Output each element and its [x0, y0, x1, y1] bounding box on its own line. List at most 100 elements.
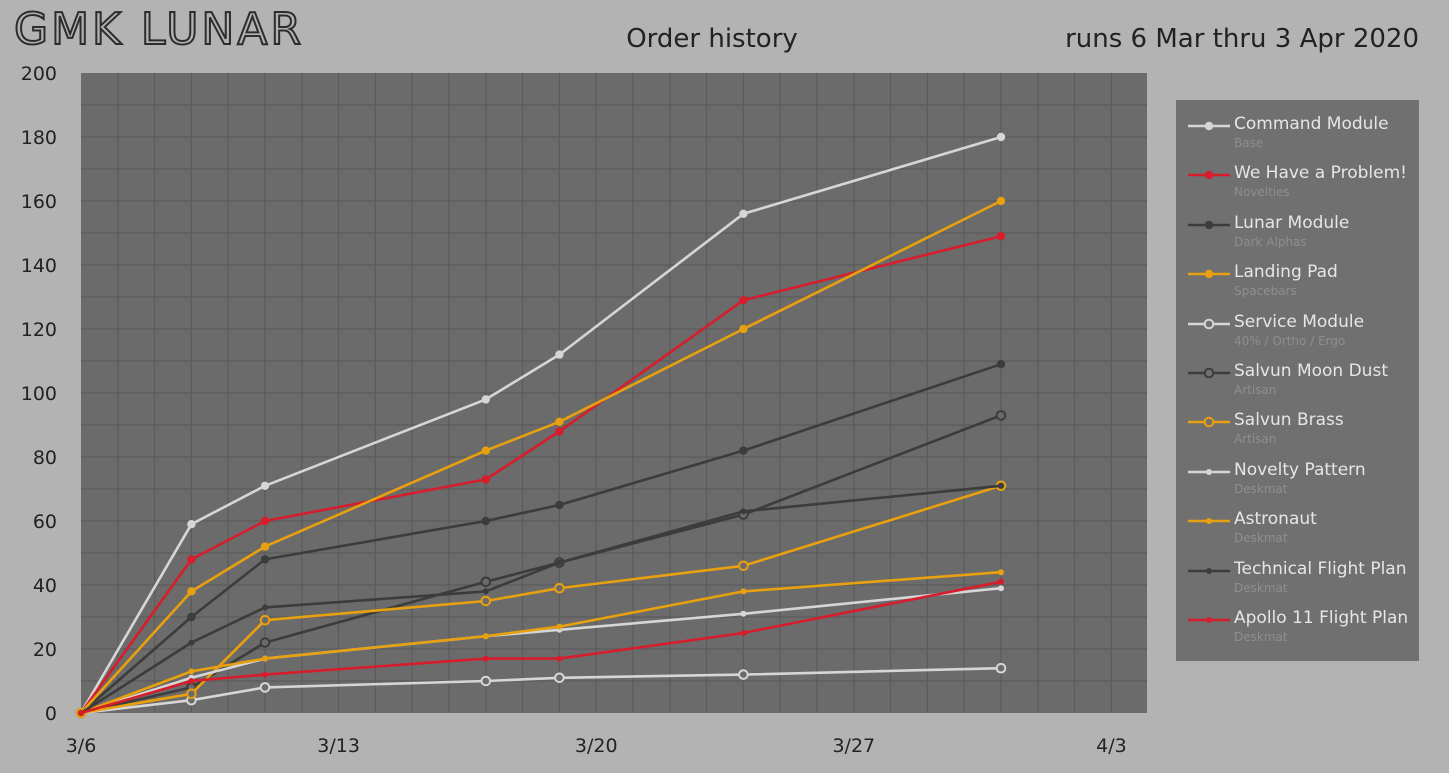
- legend-item: Landing Pad Spacebars: [1176, 262, 1419, 308]
- legend-series-name: Salvun Moon Dust: [1234, 361, 1388, 381]
- legend-item: Novelty Pattern Deskmat: [1176, 460, 1419, 506]
- legend-item: Salvun Moon Dust Artisan: [1176, 361, 1419, 407]
- y-tick-label: 120: [21, 319, 57, 341]
- legend-swatch-marker: [1206, 567, 1212, 574]
- legend-series-category: Deskmat: [1234, 630, 1288, 644]
- legend-swatch-marker: [1204, 121, 1214, 131]
- data-point-apollo-11-flight-plan: [482, 655, 489, 662]
- legend-swatch: [1188, 318, 1230, 329]
- data-point-apollo-11-flight-plan: [262, 671, 268, 678]
- y-tick-label: 20: [33, 639, 57, 661]
- legend-series-name: Landing Pad: [1234, 262, 1338, 283]
- data-point-lunar-module: [739, 446, 748, 455]
- data-point-apollo-11-flight-plan: [188, 678, 195, 684]
- data-point-astronaut: [998, 569, 1004, 576]
- data-point-technical-flight-plan: [188, 639, 195, 646]
- y-tick-label: 60: [33, 511, 57, 533]
- legend-swatch-marker: [1203, 367, 1215, 379]
- data-point-technical-flight-plan: [482, 588, 489, 595]
- data-point-command-module: [996, 132, 1006, 142]
- data-point-astronaut: [740, 588, 747, 595]
- y-tick-label: 0: [45, 703, 57, 725]
- legend-swatch-marker: [1204, 220, 1214, 229]
- legend-swatch: [1188, 468, 1230, 475]
- x-tick-label: 3/27: [832, 735, 875, 757]
- data-point-service-module: [480, 675, 492, 687]
- data-point-we-have-a-problem: [481, 475, 490, 484]
- legend-series-name: Technical Flight Plan: [1234, 558, 1407, 579]
- data-point-command-module: [187, 520, 196, 529]
- legend-swatch-marker: [1206, 518, 1212, 525]
- data-point-apollo-11-flight-plan: [556, 655, 563, 662]
- legend-swatch: [1188, 617, 1230, 623]
- legend-item: Salvun Brass Artisan: [1176, 410, 1419, 456]
- legend-series-name: Command Module: [1234, 114, 1389, 134]
- data-point-landing-pad: [996, 196, 1006, 206]
- legend-swatch: [1188, 269, 1230, 279]
- legend-item: Astronaut Deskmat: [1176, 509, 1419, 555]
- data-point-technical-flight-plan: [556, 559, 563, 566]
- legend-swatch: [1188, 417, 1230, 428]
- legend-series-name: Astronaut: [1234, 509, 1317, 530]
- legend-series-name: We Have a Problem!: [1234, 163, 1407, 184]
- data-point-salvun-moon-dust: [480, 576, 492, 588]
- data-point-lunar-module: [187, 612, 196, 622]
- data-point-we-have-a-problem: [260, 516, 270, 526]
- data-point-astronaut: [262, 655, 268, 662]
- x-tick-label: 3/6: [66, 735, 97, 757]
- y-tick-label: 140: [21, 255, 57, 277]
- x-tick-label: 3/13: [317, 735, 360, 757]
- legend-swatch-marker: [1204, 171, 1214, 180]
- legend-item: We Have a Problem! Novelties: [1176, 163, 1419, 209]
- legend-item: Technical Flight Plan Deskmat: [1176, 559, 1419, 605]
- legend-swatch-marker: [1206, 468, 1212, 475]
- legend-swatch-marker: [1204, 269, 1214, 279]
- data-point-service-module: [259, 682, 271, 693]
- x-tick-label: 3/20: [575, 735, 618, 757]
- data-point-lunar-module: [555, 500, 564, 510]
- legend-series-name: Apollo 11 Flight Plan: [1234, 608, 1409, 628]
- legend-series-category: Artisan: [1234, 432, 1277, 447]
- data-point-apollo-11-flight-plan: [740, 630, 747, 636]
- data-point-salvun-moon-dust: [995, 410, 1007, 421]
- x-tick-label: 4/3: [1096, 735, 1127, 757]
- data-point-we-have-a-problem: [555, 427, 564, 436]
- legend-series-category: Deskmat: [1234, 580, 1288, 595]
- run-dates: runs 6 Mar thru 3 Apr 2020: [1065, 24, 1419, 54]
- y-tick-label: 160: [21, 191, 57, 213]
- legend-series-category: Novelties: [1234, 185, 1290, 200]
- data-point-salvun-brass: [480, 595, 492, 607]
- data-point-technical-flight-plan: [998, 482, 1004, 489]
- data-point-technical-flight-plan: [262, 604, 268, 611]
- data-point-astronaut: [482, 633, 489, 640]
- data-point-apollo-11-flight-plan: [998, 578, 1004, 585]
- data-point-service-module: [554, 672, 565, 684]
- legend-item: Command Module Base: [1176, 114, 1419, 160]
- y-tick-label: 80: [33, 447, 57, 469]
- data-point-command-module: [555, 350, 564, 359]
- data-point-we-have-a-problem: [187, 555, 196, 564]
- legend-item: Service Module 40% / Ortho / Ergo: [1176, 312, 1419, 358]
- legend-swatch-marker: [1203, 318, 1215, 329]
- data-point-command-module: [739, 209, 748, 218]
- data-point-landing-pad: [481, 446, 490, 455]
- data-point-astronaut: [556, 623, 563, 630]
- data-point-we-have-a-problem: [739, 296, 748, 305]
- legend-series-name: Lunar Module: [1234, 212, 1350, 233]
- legend-swatch: [1188, 121, 1230, 131]
- data-point-landing-pad: [739, 324, 748, 334]
- data-point-salvun-brass: [738, 560, 749, 572]
- y-tick-label: 200: [21, 63, 57, 85]
- legend-series-name: Novelty Pattern: [1234, 459, 1366, 480]
- legend-swatch: [1188, 518, 1230, 525]
- data-point-salvun-brass: [186, 688, 197, 700]
- legend-series-category: Base: [1234, 136, 1264, 150]
- legend-swatch-marker: [1203, 417, 1215, 428]
- data-point-lunar-module: [996, 360, 1006, 369]
- legend-series-name: Salvun Brass: [1234, 410, 1344, 431]
- legend-item: Lunar Module Dark Alphas: [1176, 213, 1419, 259]
- legend-swatch-marker: [1206, 617, 1212, 623]
- y-tick-label: 100: [21, 383, 57, 405]
- legend-item: Apollo 11 Flight Plan Deskmat: [1176, 608, 1419, 654]
- data-point-novelty-pattern: [740, 610, 747, 617]
